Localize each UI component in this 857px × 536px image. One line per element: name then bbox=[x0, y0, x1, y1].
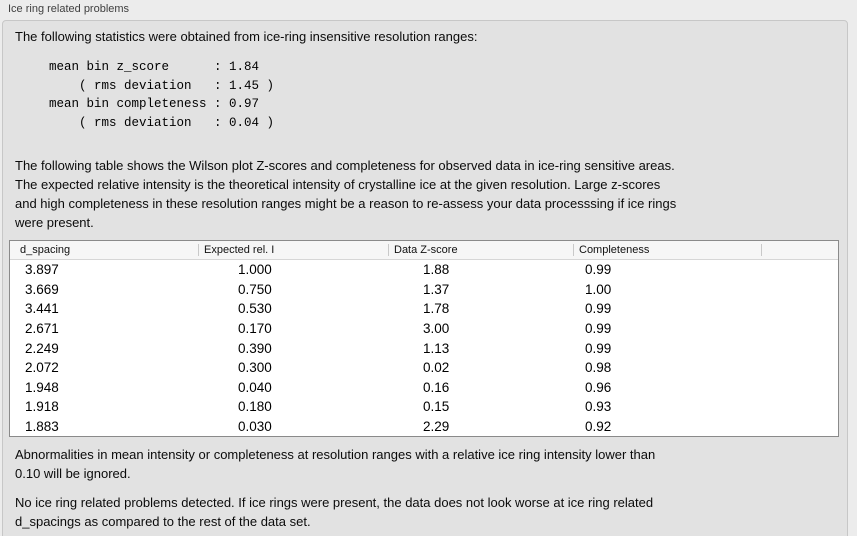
ignore-threshold-note: Abnormalities in mean intensity or compl… bbox=[15, 447, 656, 481]
table-row[interactable]: 1.918 0.180 0.15 0.93 bbox=[10, 397, 838, 417]
cell-data-z-score: 1.37 bbox=[423, 281, 450, 297]
cell-d-spacing: 1.918 bbox=[25, 399, 59, 415]
cell-data-z-score: 0.16 bbox=[423, 379, 450, 395]
cell-expected-rel-i: 1.000 bbox=[238, 262, 272, 278]
column-header-empty bbox=[761, 244, 838, 256]
cell-completeness: 0.99 bbox=[585, 262, 612, 278]
cell-completeness: 0.99 bbox=[585, 320, 612, 336]
table-row[interactable]: 1.883 0.030 2.29 0.92 bbox=[10, 417, 838, 437]
cell-expected-rel-i: 0.180 bbox=[238, 399, 272, 415]
cell-completeness: 0.96 bbox=[585, 379, 612, 395]
cell-data-z-score: 1.13 bbox=[423, 340, 450, 356]
stats-block: mean bin z_score : 1.84 ( rms deviation … bbox=[49, 60, 275, 130]
cell-d-spacing: 1.948 bbox=[25, 379, 59, 395]
cell-expected-rel-i: 0.030 bbox=[238, 418, 272, 434]
table-row[interactable]: 3.669 0.750 1.37 1.00 bbox=[10, 280, 838, 300]
cell-completeness: 0.92 bbox=[585, 418, 612, 434]
cell-data-z-score: 0.15 bbox=[423, 399, 450, 415]
cell-completeness: 0.99 bbox=[585, 301, 612, 317]
cell-completeness: 0.98 bbox=[585, 360, 612, 376]
cell-completeness: 0.93 bbox=[585, 399, 612, 415]
column-header-d-spacing: d_spacing bbox=[20, 244, 71, 256]
cell-data-z-score: 2.29 bbox=[423, 418, 450, 434]
cell-completeness: 0.99 bbox=[585, 340, 612, 356]
cell-data-z-score: 0.02 bbox=[423, 360, 450, 376]
description-text: The following table shows the Wilson plo… bbox=[15, 158, 677, 230]
table-row[interactable]: 3.897 1.000 1.88 0.99 bbox=[10, 260, 838, 280]
column-header-data-z-score: Data Z-score bbox=[388, 244, 573, 256]
cell-d-spacing: 2.072 bbox=[25, 360, 59, 376]
panel-body: The following statistics were obtained f… bbox=[2, 20, 848, 536]
column-header-completeness: Completeness bbox=[573, 244, 761, 256]
conclusion-text: No ice ring related problems detected. I… bbox=[15, 495, 654, 529]
intro-text: The following statistics were obtained f… bbox=[15, 29, 478, 44]
table-body: 3.897 1.000 1.88 0.99 3.669 0.750 1.37 1… bbox=[10, 260, 838, 436]
ice-ring-table: d_spacing Expected rel. I Data Z-score C… bbox=[9, 240, 839, 437]
column-header-expected-rel-i: Expected rel. I bbox=[198, 244, 388, 256]
cell-data-z-score: 3.00 bbox=[423, 320, 450, 336]
table-row[interactable]: 3.441 0.530 1.78 0.99 bbox=[10, 299, 838, 319]
cell-expected-rel-i: 0.390 bbox=[238, 340, 272, 356]
cell-expected-rel-i: 0.300 bbox=[238, 360, 272, 376]
table-row[interactable]: 2.072 0.300 0.02 0.98 bbox=[10, 358, 838, 378]
cell-expected-rel-i: 0.530 bbox=[238, 301, 272, 317]
cell-expected-rel-i: 0.170 bbox=[238, 320, 272, 336]
cell-data-z-score: 1.88 bbox=[423, 262, 450, 278]
table-row[interactable]: 1.948 0.040 0.16 0.96 bbox=[10, 377, 838, 397]
cell-completeness: 1.00 bbox=[585, 281, 612, 297]
panel-title: Ice ring related problems bbox=[8, 3, 130, 15]
table-header-row: d_spacing Expected rel. I Data Z-score C… bbox=[10, 241, 838, 260]
cell-data-z-score: 1.78 bbox=[423, 301, 450, 317]
cell-expected-rel-i: 0.750 bbox=[238, 281, 272, 297]
cell-d-spacing: 2.671 bbox=[25, 320, 59, 336]
table-row[interactable]: 2.671 0.170 3.00 0.99 bbox=[10, 319, 838, 339]
table-row[interactable]: 2.249 0.390 1.13 0.99 bbox=[10, 338, 838, 358]
cell-d-spacing: 3.897 bbox=[25, 262, 59, 278]
cell-d-spacing: 3.441 bbox=[25, 301, 59, 317]
cell-d-spacing: 3.669 bbox=[25, 281, 59, 297]
cell-expected-rel-i: 0.040 bbox=[238, 379, 272, 395]
cell-d-spacing: 2.249 bbox=[25, 340, 59, 356]
cell-d-spacing: 1.883 bbox=[25, 418, 59, 434]
